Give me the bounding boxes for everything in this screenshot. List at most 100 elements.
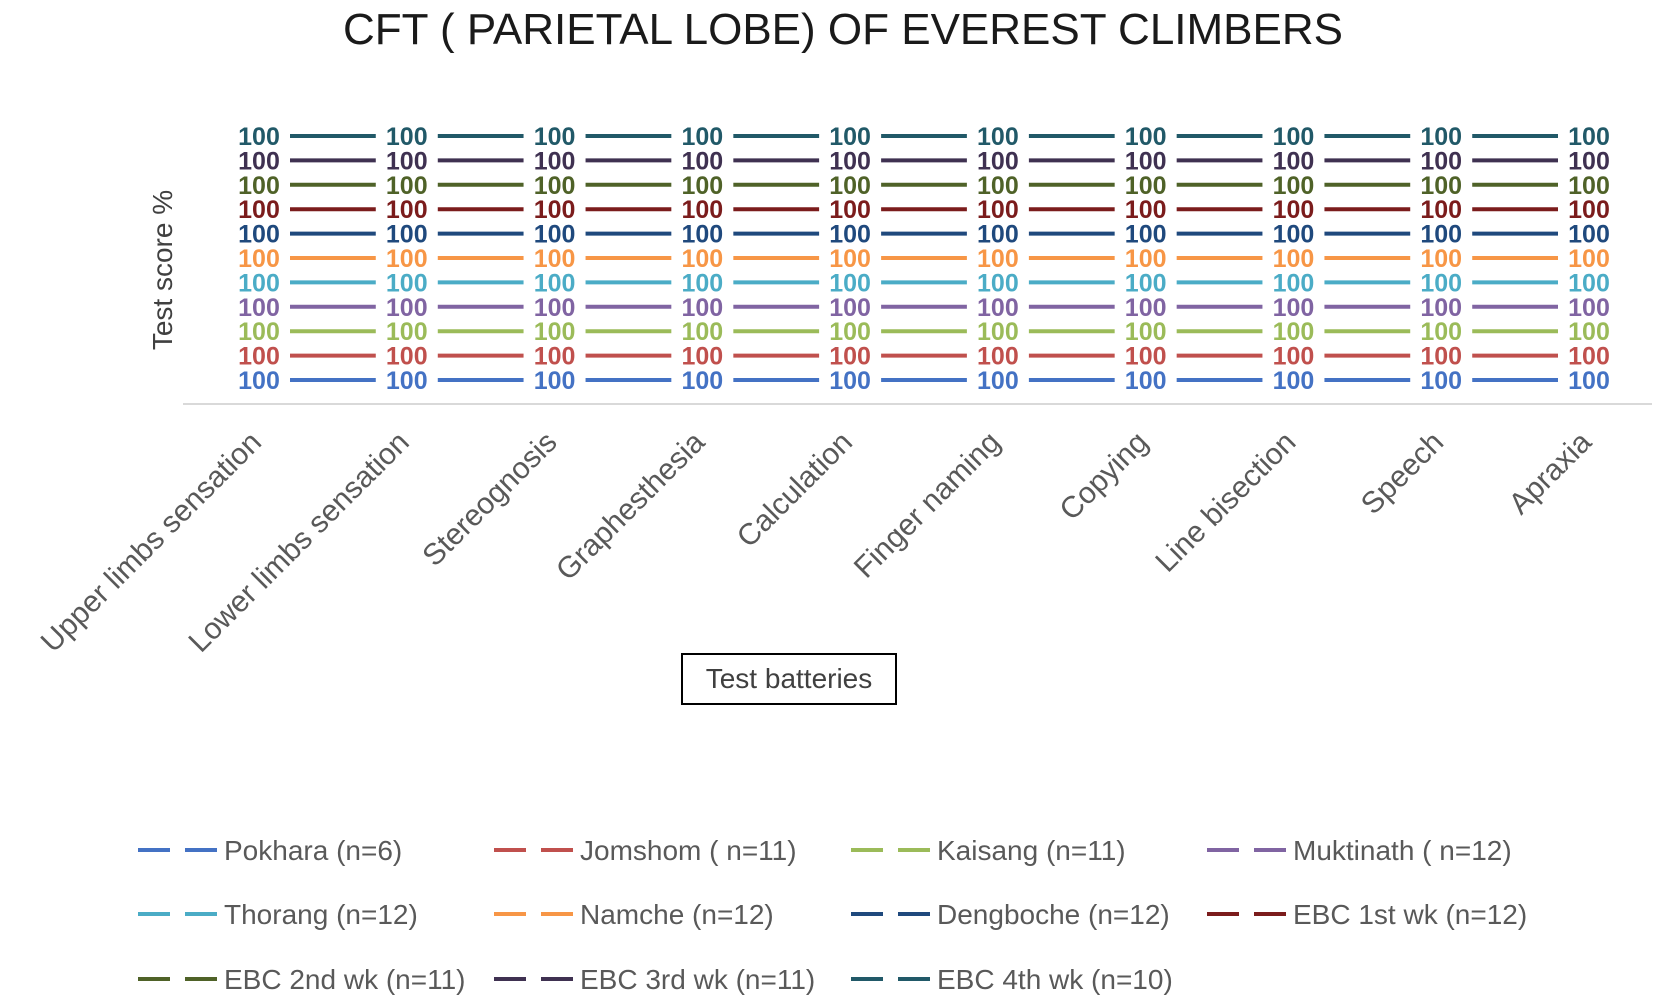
data-label: 100: [1568, 318, 1610, 346]
data-label: 100: [977, 147, 1019, 175]
data-label: 100: [386, 294, 428, 322]
data-label: 100: [829, 221, 871, 249]
data-label: 100: [1273, 343, 1315, 371]
data-label: 100: [1420, 147, 1462, 175]
data-label: 100: [681, 269, 723, 297]
chart-title: CFT ( PARIETAL LOBE) OF EVEREST CLIMBERS: [343, 5, 1343, 54]
legend-label: Thorang (n=12): [224, 899, 418, 930]
data-label: 100: [977, 294, 1019, 322]
legend-item: EBC 4th wk (n=10): [851, 964, 1173, 995]
data-label: 100: [1420, 294, 1462, 322]
series-0: 100 100 100 100 100 100 100 100 100 100: [238, 367, 1610, 395]
x-tick-label: Line bisection: [1149, 426, 1302, 579]
data-label: 100: [1273, 367, 1315, 395]
data-label: 100: [534, 318, 576, 346]
data-label: 100: [238, 147, 280, 175]
legend-label: EBC 1st wk (n=12): [1293, 899, 1527, 930]
data-label: 100: [238, 343, 280, 371]
data-label: 100: [977, 196, 1019, 224]
legend-label: Pokhara (n=6): [224, 835, 402, 866]
data-label: 100: [1125, 318, 1167, 346]
legend-label: EBC 3rd wk (n=11): [580, 964, 815, 995]
data-label: 100: [1273, 269, 1315, 297]
data-label: 100: [238, 318, 280, 346]
data-label: 100: [977, 123, 1019, 151]
data-label: 100: [534, 343, 576, 371]
data-label: 100: [1125, 221, 1167, 249]
data-label: 100: [386, 318, 428, 346]
data-label: 100: [1568, 343, 1610, 371]
data-label: 100: [1568, 172, 1610, 200]
data-label: 100: [1273, 221, 1315, 249]
data-label: 100: [977, 343, 1019, 371]
x-tick-label: Copying: [1053, 426, 1154, 527]
data-label: 100: [1125, 269, 1167, 297]
data-label: 100: [1273, 147, 1315, 175]
data-label: 100: [1568, 245, 1610, 273]
data-label: 100: [681, 147, 723, 175]
data-label: 100: [386, 269, 428, 297]
data-label: 100: [386, 221, 428, 249]
data-label: 100: [1125, 245, 1167, 273]
data-label: 100: [681, 318, 723, 346]
data-label: 100: [1568, 294, 1610, 322]
x-tick-label: Calculation: [731, 426, 859, 554]
data-label: 100: [1125, 343, 1167, 371]
x-tick-label: Speech: [1355, 426, 1450, 521]
data-label: 100: [386, 147, 428, 175]
data-label: 100: [1420, 221, 1462, 249]
data-label: 100: [238, 172, 280, 200]
legend-item: EBC 2nd wk (n=11): [138, 964, 466, 995]
data-label: 100: [534, 221, 576, 249]
legend-label: Dengboche (n=12): [937, 899, 1170, 930]
data-label: 100: [977, 221, 1019, 249]
data-label: 100: [829, 147, 871, 175]
series-8: 100 100 100 100 100 100 100 100 100 100: [238, 172, 1610, 200]
data-label: 100: [386, 196, 428, 224]
data-label: 100: [534, 196, 576, 224]
data-label: 100: [534, 269, 576, 297]
data-label: 100: [238, 221, 280, 249]
data-label: 100: [1273, 294, 1315, 322]
data-label: 100: [977, 318, 1019, 346]
data-label: 100: [681, 221, 723, 249]
data-label: 100: [238, 269, 280, 297]
legend-item: EBC 3rd wk (n=11): [494, 964, 815, 995]
data-label: 100: [681, 343, 723, 371]
data-label: 100: [1420, 196, 1462, 224]
series-10: 100 100 100 100 100 100 100 100 100 100: [238, 123, 1610, 151]
legend-label: Muktinath ( n=12): [1293, 835, 1512, 866]
data-label: 100: [1125, 147, 1167, 175]
series-1: 100 100 100 100 100 100 100 100 100 100: [238, 343, 1610, 371]
data-label: 100: [386, 367, 428, 395]
data-label: 100: [1420, 269, 1462, 297]
legend-label: Namche (n=12): [580, 899, 774, 930]
data-label: 100: [386, 123, 428, 151]
data-label: 100: [1125, 172, 1167, 200]
series-6: 100 100 100 100 100 100 100 100 100 100: [238, 221, 1610, 249]
data-label: 100: [1125, 123, 1167, 151]
legend-item: Dengboche (n=12): [851, 899, 1170, 930]
data-label: 100: [534, 172, 576, 200]
data-label: 100: [1273, 123, 1315, 151]
data-label: 100: [1420, 343, 1462, 371]
data-label: 100: [681, 172, 723, 200]
x-tick-label: Finger naming: [848, 426, 1007, 585]
legend-item: Muktinath ( n=12): [1207, 835, 1512, 866]
x-tick-label: Graphesthesia: [550, 425, 712, 587]
data-label: 100: [829, 367, 871, 395]
x-axis-label: Test batteries: [681, 653, 897, 705]
data-label: 100: [977, 269, 1019, 297]
legend-label: EBC 4th wk (n=10): [937, 964, 1173, 995]
data-label: 100: [681, 367, 723, 395]
data-label: 100: [386, 343, 428, 371]
x-tick-label: Stereognosis: [416, 426, 563, 573]
data-label: 100: [238, 294, 280, 322]
data-label: 100: [1420, 172, 1462, 200]
legend-item: Pokhara (n=6): [138, 835, 402, 866]
data-label: 100: [386, 245, 428, 273]
data-label: 100: [1568, 367, 1610, 395]
data-label: 100: [681, 196, 723, 224]
data-label: 100: [1273, 318, 1315, 346]
